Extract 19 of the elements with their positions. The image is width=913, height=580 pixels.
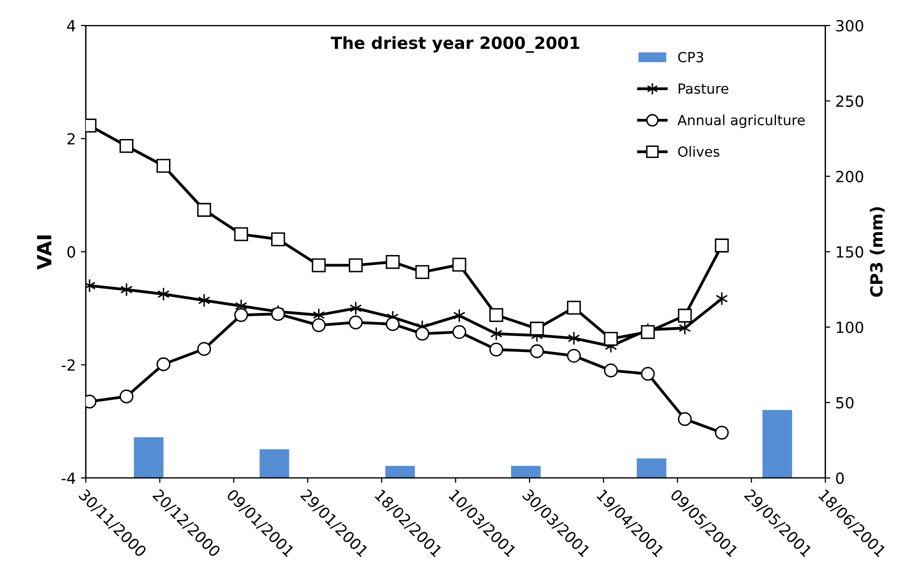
y2-tick-label: 100	[836, 322, 864, 334]
y2-tick-label: 200	[836, 170, 864, 182]
y-axis-title: VAI	[37, 236, 52, 270]
y-tick-label: -2	[62, 359, 75, 371]
text: The driest year 2000_2001	[330, 36, 580, 53]
y2-tick-label: 50	[836, 396, 854, 409]
legend-label: Olives	[678, 146, 720, 157]
y-tick-label: -4	[62, 472, 76, 484]
y-tick-label: 2	[68, 133, 75, 144]
legend-label: CP3	[678, 52, 704, 62]
y2-tick-label: 300	[836, 20, 864, 32]
y2-tick-label: 250	[836, 95, 864, 107]
y2-tick-label: 0	[836, 472, 844, 484]
y2-tick-label: 150	[836, 246, 864, 258]
y-tick-label: 4	[67, 20, 76, 32]
y2-axis-title: CP3 (mm)	[870, 207, 885, 297]
legend-label: Annual agriculture	[677, 114, 805, 128]
y-tick-label: 0	[67, 246, 76, 258]
legend-label: Pasture	[678, 84, 728, 94]
